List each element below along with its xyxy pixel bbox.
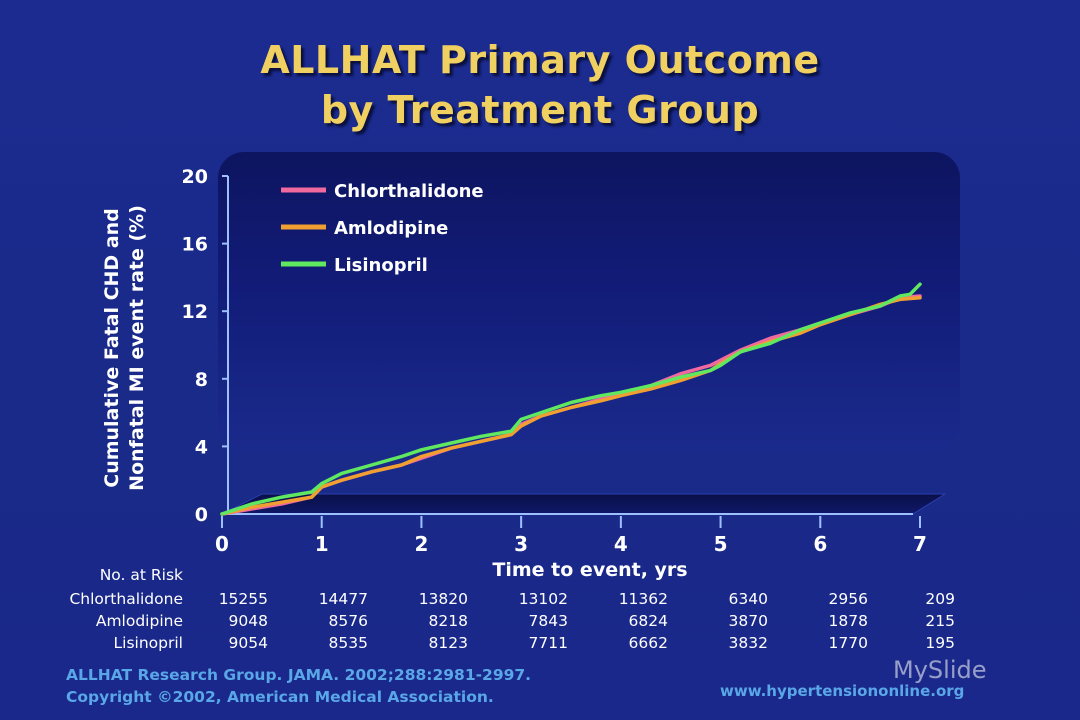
at-risk-cell: 215 <box>925 612 955 630</box>
legend-label-chlorthalidone: Chlorthalidone <box>334 181 484 202</box>
chart-title-line2: by Treatment Group <box>320 88 760 132</box>
at-risk-cell: 1878 <box>828 612 868 630</box>
series-line-amlodipine <box>220 295 922 516</box>
series-line-lisinopril <box>220 282 922 516</box>
citation-line2: Copyright ©2002, American Medical Associ… <box>66 688 494 706</box>
at-risk-cell: 2956 <box>828 590 868 608</box>
x-tick-label: 2 <box>414 532 428 556</box>
legend-label-amlodipine: Amlodipine <box>334 218 448 239</box>
at-risk-cell: 6824 <box>628 612 668 630</box>
at-risk-cell: 8218 <box>428 612 468 630</box>
at-risk-cell: 15255 <box>218 590 268 608</box>
at-risk-cell: 8123 <box>428 634 468 652</box>
at-risk-row-label: Chlorthalidone <box>69 590 183 608</box>
at-risk-cell: 7843 <box>528 612 568 630</box>
y-tick-label: 12 <box>182 301 208 323</box>
at-risk-cell: 8535 <box>328 634 368 652</box>
website-link[interactable]: www.hypertensiononline.org <box>720 682 965 700</box>
chart-title-line1: ALLHAT Primary Outcome <box>260 38 820 82</box>
at-risk-cell: 9054 <box>228 634 268 652</box>
at-risk-cell: 209 <box>925 590 955 608</box>
x-tick-label: 1 <box>315 532 329 556</box>
at-risk-cell: 11362 <box>618 590 668 608</box>
plot-floor <box>221 493 947 515</box>
x-tick-label: 7 <box>913 532 927 556</box>
at-risk-cell: 7711 <box>528 634 568 652</box>
x-tick-label: 0 <box>215 532 229 556</box>
at-risk-cell: 14477 <box>318 590 368 608</box>
y-tick-label: 0 <box>195 504 208 526</box>
at-risk-cell: 13102 <box>518 590 568 608</box>
plot-panel-background <box>218 152 960 452</box>
at-risk-cell: 1770 <box>828 634 868 652</box>
x-tick-label: 5 <box>714 532 728 556</box>
at-risk-row-label: Lisinopril <box>113 634 183 652</box>
at-risk-cell: 6340 <box>728 590 768 608</box>
at-risk-cell: 6662 <box>628 634 668 652</box>
x-tick-label: 3 <box>514 532 528 556</box>
y-tick-label: 16 <box>182 234 208 256</box>
at-risk-cell: 13820 <box>418 590 468 608</box>
at-risk-header: No. at Risk <box>99 566 183 584</box>
citation-line1: ALLHAT Research Group. JAMA. 2002;288:29… <box>66 666 532 684</box>
legend-label-lisinopril: Lisinopril <box>334 255 428 276</box>
y-axis-label-line2: Nonfatal MI event rate (%) <box>126 205 148 491</box>
x-tick-label: 6 <box>813 532 827 556</box>
at-risk-cell: 8576 <box>328 612 368 630</box>
at-risk-cell: 195 <box>925 634 955 652</box>
x-axis-label: Time to event, yrs <box>492 559 687 581</box>
at-risk-cell: 3832 <box>728 634 768 652</box>
y-tick-label: 4 <box>195 436 208 458</box>
at-risk-cell: 3870 <box>728 612 768 630</box>
watermark-logo: MySlide <box>893 656 987 684</box>
y-axis-label-line1: Cumulative Fatal CHD and <box>101 208 123 488</box>
y-tick-label: 8 <box>195 369 208 391</box>
at-risk-cell: 9048 <box>228 612 268 630</box>
at-risk-row-label: Amlodipine <box>95 612 183 630</box>
y-tick-label: 20 <box>182 166 208 188</box>
x-tick-label: 4 <box>614 532 628 556</box>
